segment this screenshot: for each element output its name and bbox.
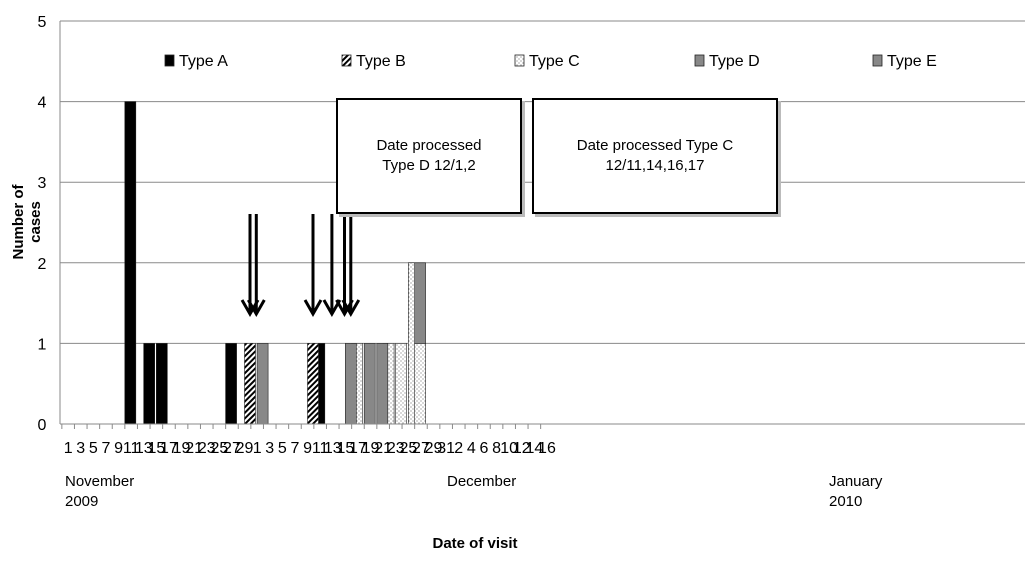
x-tick-label: 17 [349,440,367,457]
x-tick-label: 13 [324,440,342,457]
legend-swatch [694,54,705,67]
x-tick-label: 19 [362,440,380,457]
bars [124,101,426,425]
bar-type-a [225,343,237,425]
x-tick-label: 15 [336,440,354,457]
x-tick-label: 25 [399,440,417,457]
y-tick-label: 5 [38,14,47,31]
x-tick-label: 2 [454,440,463,457]
bar-type-a [156,343,168,425]
x-tick-label: 23 [387,440,405,457]
x-tick-label: 3 [76,440,85,457]
legend-swatch [872,54,883,67]
x-tick-label: 21 [374,440,392,457]
x-tick-label: 1 [253,440,262,457]
legend-label: Type D [709,53,760,70]
x-tick-label: 11 [123,440,140,457]
y-tick-label: 1 [38,336,47,353]
legend-label: Type E [887,53,937,70]
x-tick-label: 15 [147,440,165,457]
x-tick-label: 16 [538,440,556,457]
x-tick-label: 1 [64,440,73,457]
x-tick-label: 8 [492,440,501,457]
annotation-text: Date processed [376,137,482,154]
x-tick-label: 14 [525,440,543,457]
x-tick-label: 21 [185,440,203,457]
y-tick-label: 3 [38,175,47,192]
bar-type-b [307,343,319,425]
x-tick-label: 10 [500,440,518,457]
annotation-callout-type-c: Date processed Type C 12/11,14,16,17 [532,98,778,214]
x-tick-label: 11 [312,440,329,457]
x-tick-label: 4 [467,440,476,457]
annotation-arrows [240,214,361,318]
bar-type-c [414,343,426,425]
legend-label: Type C [529,53,580,70]
x-tick-label: 23 [198,440,216,457]
x-tick-label: 5 [89,440,98,457]
legend-swatch [164,54,175,67]
x-axis-title: Date of visit [432,535,518,552]
x-tick-label: 31 [437,440,455,457]
legend-label: Type A [179,53,228,70]
legend-swatch [514,54,525,67]
x-tick-label: 7 [290,440,299,457]
annotation-arrowhead [303,299,323,318]
bar-type-d [414,262,426,344]
month-label-november: November 2009 [65,472,134,512]
x-tick-label: 9 [303,440,312,457]
month-label-january: January 2010 [829,472,882,512]
x-tick-label: 29 [425,440,443,457]
x-tick-label: 7 [101,440,110,457]
x-tick-label: 12 [513,440,531,457]
x-tick-label: 3 [265,440,274,457]
annotation-text: Date processed Type C [576,137,734,154]
month-name: November [65,473,135,490]
annotation-arrowhead [246,299,266,318]
bar-type-d [363,343,376,425]
x-tick-label: 13 [135,440,153,457]
annotation-text: 12/11,14,16,17 [605,157,705,174]
bar-type-d [344,343,357,425]
y-tick-label: 4 [38,95,47,112]
y-tick-label: 2 [38,256,47,273]
x-tick-label: 19 [173,440,191,457]
bar-type-c [395,343,408,425]
legend-label: Type B [356,53,406,70]
bar-type-d [256,343,269,425]
legend-swatch [341,54,352,67]
x-tick-label: 29 [236,440,254,457]
bar-type-a [124,101,137,425]
x-tick-label: 9 [114,440,123,457]
y-tick-label: 0 [38,417,47,434]
x-tick-label: 25 [210,440,228,457]
bar-type-d [376,343,389,425]
annotation-arrowhead [341,299,361,318]
x-tick-label: 5 [278,440,287,457]
bar-type-b [244,343,256,425]
x-tick-label: 6 [479,440,488,457]
x-tick-label: 27 [412,440,430,457]
month-name: January [829,473,883,490]
month-label-december: December [447,472,516,492]
month-name: December [447,473,517,490]
legend: Type A Type B Type C Type D Type E [164,53,937,70]
annotation-arrowhead [322,299,342,318]
y-axis-title: Number of cases [10,184,44,260]
x-tick-label: 17 [160,440,178,457]
annotation-text: Type D 12/1,2 [382,157,476,174]
bar-type-a [143,343,155,425]
month-year: 2009 [65,493,99,510]
month-year: 2010 [829,493,863,510]
annotation-callout-type-d: Date processed Type D 12/1,2 [336,98,522,214]
x-tick-label: 27 [223,440,241,457]
